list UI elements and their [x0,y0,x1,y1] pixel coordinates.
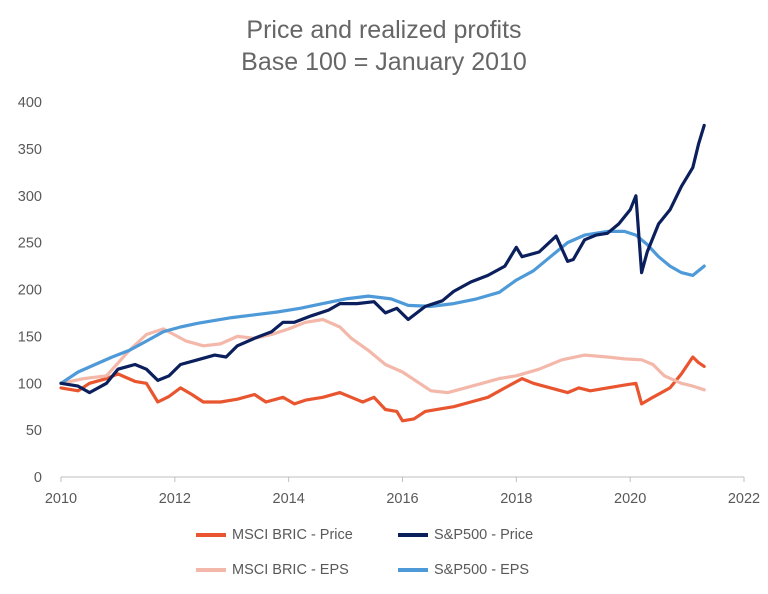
x-tick-label: 2016 [386,491,418,507]
legend-item: S&P500 - Price [398,527,533,543]
y-tick-label: 200 [18,283,42,299]
legend-label: S&P500 - Price [434,527,534,543]
legend-label: S&P500 - EPS [434,562,530,578]
x-tick-label: 2018 [500,491,532,507]
y-tick-label: 0 [34,470,42,486]
x-tick-label: 2010 [45,491,77,507]
legend-swatch [196,568,226,572]
legend-label: MSCI BRIC - EPS [232,562,349,578]
legend-item: MSCI BRIC - Price [196,527,353,543]
tick-labels: 2010 2012 2014 2016 2018 2020 2022 0 50 100 150 200… [18,95,760,507]
y-tick-label: 400 [18,95,42,111]
legend-swatch [196,533,226,537]
y-tick-label: 250 [18,236,42,252]
series-line-msci-bric-eps [59,317,706,395]
y-tick-label: 100 [18,376,42,392]
legend-swatch [398,568,428,572]
axes [60,476,745,482]
x-tick-label: 2014 [273,491,305,507]
legend-swatch [398,533,428,537]
x-tick-label: 2022 [728,491,760,507]
legend-label: MSCI BRIC - Price [232,527,353,543]
y-tick-label: 150 [18,329,42,345]
x-tick-label: 2020 [614,491,646,507]
y-tick-label: 300 [18,189,42,205]
chart-title: Price and realized profits [246,16,522,44]
y-tick-label: 50 [26,423,42,439]
series-line-s-p500-eps [59,229,706,385]
chart-subtitle: Base 100 = January 2010 [241,48,527,76]
x-tick-label: 2012 [159,491,191,507]
legend-item: S&P500 - EPS [398,562,529,578]
legend-item: MSCI BRIC - EPS [196,562,349,578]
y-tick-label: 350 [18,142,42,158]
series-line-msci-bric-price [59,355,706,423]
series-layer [59,123,706,423]
series-line-s-p500-price [59,123,706,395]
